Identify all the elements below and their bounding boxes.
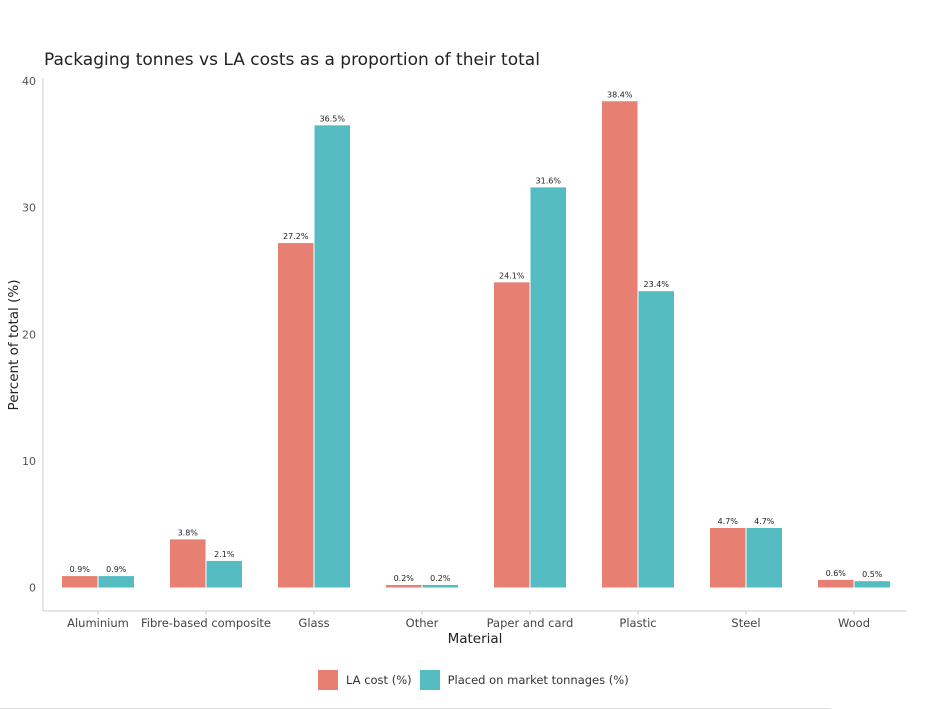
data-label: 0.9% bbox=[70, 565, 91, 574]
data-label: 24.1% bbox=[499, 271, 525, 280]
bar-la-cost bbox=[278, 243, 314, 588]
data-label: 0.5% bbox=[862, 570, 883, 579]
y-tick-label: 0 bbox=[29, 582, 36, 595]
data-label: 4.7% bbox=[718, 517, 739, 526]
x-axis-title: Material bbox=[448, 631, 503, 647]
x-tick-label: Paper and card bbox=[487, 616, 574, 630]
bar-tonnages bbox=[638, 291, 674, 588]
data-label: 27.2% bbox=[283, 232, 309, 241]
x-tick-label: Plastic bbox=[619, 616, 656, 630]
bar-la-cost bbox=[710, 527, 746, 588]
bar-la-cost bbox=[62, 576, 98, 588]
x-axis: Aluminium Fibre-based composite Glass Other… bbox=[43, 610, 907, 630]
data-label: 2.1% bbox=[214, 550, 235, 559]
chart-title: Packaging tonnes vs LA costs as a propor… bbox=[44, 50, 540, 70]
data-label: 23.4% bbox=[644, 280, 670, 289]
legend-swatch-tonnages bbox=[419, 670, 440, 690]
data-label: 0.6% bbox=[826, 569, 847, 578]
legend-item-tonnages: Placed on market tonnages (%) bbox=[419, 670, 629, 690]
legend-swatch-la-cost bbox=[318, 670, 338, 690]
data-label: 36.5% bbox=[320, 114, 346, 123]
y-tick-label: 10 bbox=[22, 455, 36, 468]
bar-la-cost bbox=[494, 282, 530, 588]
data-label: 31.6% bbox=[536, 176, 562, 185]
legend-label-la-cost: LA cost (%) bbox=[346, 673, 412, 687]
bar-tonnages bbox=[98, 576, 134, 588]
x-tick-label: Steel bbox=[731, 616, 760, 630]
data-label: 0.2% bbox=[430, 574, 451, 583]
bar-tonnages bbox=[746, 527, 782, 588]
bar-la-cost bbox=[170, 539, 206, 588]
bar-tonnages bbox=[206, 560, 242, 588]
x-tick-label: Other bbox=[406, 616, 439, 630]
y-tick-label: 20 bbox=[22, 328, 36, 341]
bar-tonnages bbox=[314, 125, 350, 588]
x-tick-label: Fibre-based composite bbox=[141, 616, 271, 630]
data-labels: 0.9% 0.9% 3.8% 2.1% 27.2% 36.5% 0.2% 0.2% 24.1% 3… bbox=[70, 90, 883, 583]
legend: LA cost (%) Placed on market tonnages (%… bbox=[318, 668, 629, 692]
bar-tonnages bbox=[422, 584, 458, 588]
x-tick-label: Glass bbox=[298, 616, 329, 630]
y-tick-label: 40 bbox=[22, 75, 36, 88]
x-tick-label: Wood bbox=[838, 616, 870, 630]
bar-tonnages bbox=[530, 187, 566, 588]
y-tick-label: 30 bbox=[22, 202, 36, 215]
data-label: 3.8% bbox=[178, 528, 199, 537]
bars bbox=[62, 101, 890, 588]
bar-la-cost bbox=[818, 579, 854, 588]
y-axis-title: Percent of total (%) bbox=[6, 280, 22, 411]
data-label: 0.2% bbox=[394, 574, 415, 583]
y-axis: 0 10 20 30 40 bbox=[22, 75, 44, 611]
bar-tonnages bbox=[854, 581, 890, 588]
bar-la-cost bbox=[386, 584, 422, 588]
legend-label-tonnages: Placed on market tonnages (%) bbox=[447, 673, 629, 687]
data-label: 38.4% bbox=[607, 90, 633, 99]
bar-la-cost bbox=[602, 101, 638, 588]
legend-item-la-cost: LA cost (%) bbox=[318, 670, 412, 690]
data-label: 4.7% bbox=[754, 517, 775, 526]
x-tick-label: Aluminium bbox=[67, 616, 129, 630]
data-label: 0.9% bbox=[106, 565, 127, 574]
bottom-rule bbox=[0, 708, 830, 709]
